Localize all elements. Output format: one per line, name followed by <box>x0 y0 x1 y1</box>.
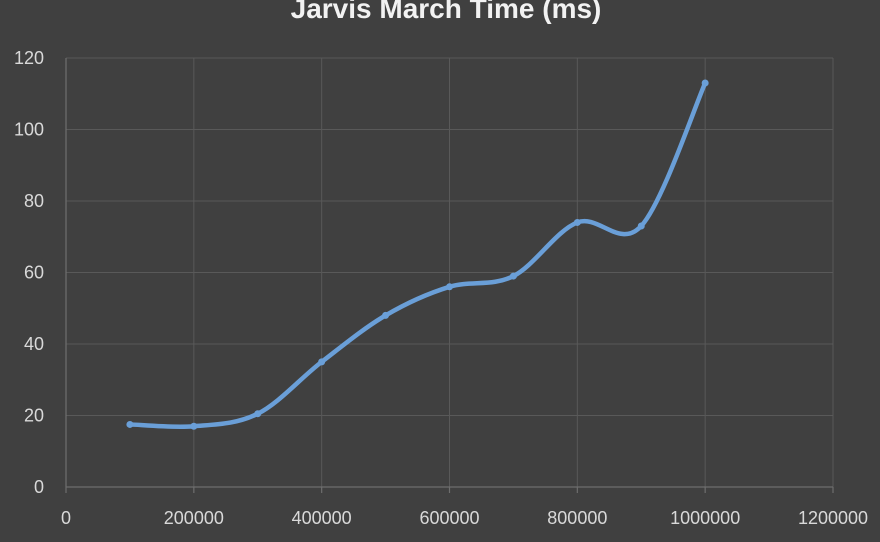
tick-labels: 0 20 40 60 80 100 120 0 200000 400000 600000 800000… <box>14 48 868 528</box>
data-point <box>318 358 326 366</box>
y-tick-label: 20 <box>24 406 44 426</box>
data-point <box>637 222 645 230</box>
data-point <box>126 420 134 428</box>
axes <box>65 58 834 493</box>
y-tick-label: 40 <box>24 334 44 354</box>
data-point <box>509 272 517 280</box>
data-point <box>446 283 453 291</box>
x-tick-label: 600000 <box>419 508 479 528</box>
y-tick-label: 0 <box>34 477 44 497</box>
x-tick-label: 0 <box>61 508 71 528</box>
series-layer <box>126 79 709 430</box>
x-tick-label: 800000 <box>547 508 607 528</box>
y-tick-label: 60 <box>24 263 44 283</box>
y-tick-label: 120 <box>14 48 44 68</box>
x-tick-label: 1200000 <box>798 508 868 528</box>
data-point <box>701 79 709 87</box>
x-tick-label: 1000000 <box>670 508 740 528</box>
series-line <box>127 80 708 430</box>
data-point <box>573 218 581 226</box>
x-tick-label: 400000 <box>292 508 352 528</box>
chart-title: Jarvis March Time (ms) <box>290 0 602 24</box>
y-tick-label: 80 <box>24 191 44 211</box>
data-point <box>254 410 262 418</box>
data-point <box>382 311 390 319</box>
gridlines <box>66 57 834 487</box>
data-point <box>190 422 198 430</box>
x-tick-label: 200000 <box>164 508 224 528</box>
y-tick-label: 100 <box>14 120 44 140</box>
